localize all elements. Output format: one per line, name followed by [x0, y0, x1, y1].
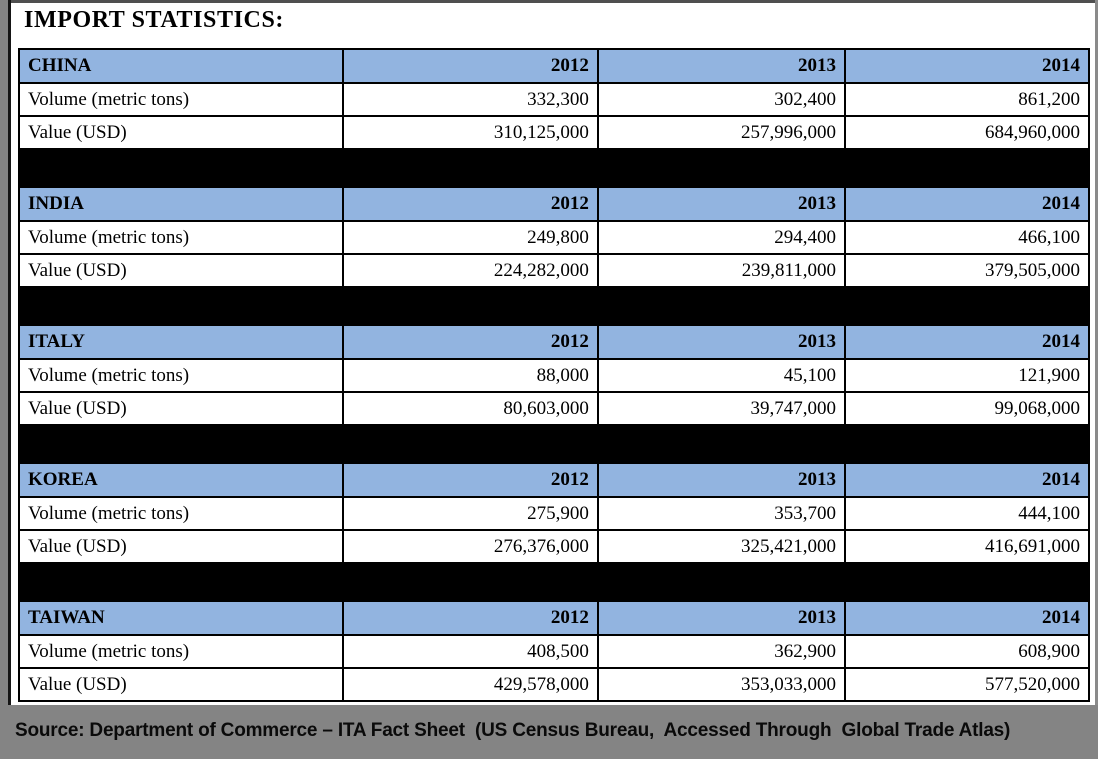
- year-header: 2014: [844, 462, 1090, 498]
- volume-value: 294,400: [596, 220, 847, 255]
- section-separator: [18, 426, 1090, 462]
- value-row: Value (USD) 310,125,000 257,996,000 684,960…: [17, 115, 1090, 150]
- page-left-border: [8, 0, 11, 705]
- page-left-margin: [0, 0, 8, 759]
- value-row: Value (USD) 276,376,000 325,421,000 416,691…: [17, 529, 1090, 564]
- page-right-border: [1095, 0, 1098, 759]
- year-header: 2014: [844, 324, 1090, 360]
- country-name: TAIWAN: [17, 600, 345, 636]
- volume-value: 45,100: [596, 358, 847, 393]
- value-row-label: Value (USD): [17, 253, 345, 288]
- value-value: 429,578,000: [342, 667, 599, 702]
- volume-row: Volume (metric tons) 249,800 294,400 466,10…: [17, 220, 1090, 255]
- year-header: 2012: [342, 186, 599, 222]
- table-header-row: ITALY 2012 2013 2014: [17, 324, 1090, 360]
- country-name: KOREA: [17, 462, 345, 498]
- import-tables: CHINA 2012 2013 2014 Volume (metric tons) 332…: [17, 48, 1090, 702]
- volume-row-label: Volume (metric tons): [17, 496, 345, 531]
- year-header: 2012: [342, 600, 599, 636]
- volume-value: 88,000: [342, 358, 599, 393]
- year-header: 2014: [844, 48, 1090, 84]
- value-value: 325,421,000: [596, 529, 847, 564]
- volume-row: Volume (metric tons) 408,500 362,900 608,90…: [17, 634, 1090, 669]
- value-value: 310,125,000: [342, 115, 599, 150]
- year-header: 2013: [596, 48, 847, 84]
- volume-value: 444,100: [844, 496, 1090, 531]
- year-header: 2014: [844, 600, 1090, 636]
- table-header-row: KOREA 2012 2013 2014: [17, 462, 1090, 498]
- value-value: 239,811,000: [596, 253, 847, 288]
- volume-row-label: Volume (metric tons): [17, 358, 345, 393]
- year-header: 2013: [596, 600, 847, 636]
- value-row: Value (USD) 80,603,000 39,747,000 99,068,00…: [17, 391, 1090, 426]
- year-header: 2013: [596, 186, 847, 222]
- table-header-row: TAIWAN 2012 2013 2014: [17, 600, 1090, 636]
- source-footer-band: Source: Department of Commerce – ITA Fac…: [0, 705, 1098, 759]
- value-value: 684,960,000: [844, 115, 1090, 150]
- section-separator: [18, 564, 1090, 600]
- page-top-border: [8, 0, 1098, 3]
- value-value: 80,603,000: [342, 391, 599, 426]
- country-name: INDIA: [17, 186, 345, 222]
- country-table-china: CHINA 2012 2013 2014 Volume (metric tons) 332…: [17, 48, 1090, 150]
- value-row-label: Value (USD): [17, 529, 345, 564]
- value-row: Value (USD) 224,282,000 239,811,000 379,505…: [17, 253, 1090, 288]
- year-header: 2012: [342, 324, 599, 360]
- value-value: 416,691,000: [844, 529, 1090, 564]
- value-value: 276,376,000: [342, 529, 599, 564]
- volume-value: 249,800: [342, 220, 599, 255]
- volume-value: 275,900: [342, 496, 599, 531]
- country-table-italy: ITALY 2012 2013 2014 Volume (metric tons) 88,…: [17, 324, 1090, 426]
- value-value: 379,505,000: [844, 253, 1090, 288]
- volume-value: 332,300: [342, 82, 599, 117]
- volume-row: Volume (metric tons) 332,300 302,400 861,20…: [17, 82, 1090, 117]
- volume-value: 302,400: [596, 82, 847, 117]
- value-value: 353,033,000: [596, 667, 847, 702]
- value-row: Value (USD) 429,578,000 353,033,000 577,520…: [17, 667, 1090, 702]
- value-value: 577,520,000: [844, 667, 1090, 702]
- volume-value: 861,200: [844, 82, 1090, 117]
- volume-value: 466,100: [844, 220, 1090, 255]
- volume-row: Volume (metric tons) 275,900 353,700 444,10…: [17, 496, 1090, 531]
- volume-row-label: Volume (metric tons): [17, 634, 345, 669]
- source-text: Source: Department of Commerce – ITA Fac…: [15, 720, 1011, 741]
- volume-value: 121,900: [844, 358, 1090, 393]
- value-row-label: Value (USD): [17, 667, 345, 702]
- volume-row: Volume (metric tons) 88,000 45,100 121,900: [17, 358, 1090, 393]
- volume-row-label: Volume (metric tons): [17, 82, 345, 117]
- value-row-label: Value (USD): [17, 115, 345, 150]
- value-value: 224,282,000: [342, 253, 599, 288]
- country-table-india: INDIA 2012 2013 2014 Volume (metric tons) 249…: [17, 186, 1090, 288]
- year-header: 2013: [596, 462, 847, 498]
- page-title: IMPORT STATISTICS:: [24, 7, 285, 33]
- value-value: 99,068,000: [844, 391, 1090, 426]
- value-row-label: Value (USD): [17, 391, 345, 426]
- country-table-taiwan: TAIWAN 2012 2013 2014 Volume (metric tons) 40…: [17, 600, 1090, 702]
- country-table-korea: KOREA 2012 2013 2014 Volume (metric tons) 275…: [17, 462, 1090, 564]
- year-header: 2013: [596, 324, 847, 360]
- year-header: 2014: [844, 186, 1090, 222]
- country-name: CHINA: [17, 48, 345, 84]
- table-header-row: CHINA 2012 2013 2014: [17, 48, 1090, 84]
- table-header-row: INDIA 2012 2013 2014: [17, 186, 1090, 222]
- year-header: 2012: [342, 48, 599, 84]
- value-value: 257,996,000: [596, 115, 847, 150]
- section-separator: [18, 288, 1090, 324]
- volume-value: 608,900: [844, 634, 1090, 669]
- volume-value: 362,900: [596, 634, 847, 669]
- volume-row-label: Volume (metric tons): [17, 220, 345, 255]
- year-header: 2012: [342, 462, 599, 498]
- section-separator: [18, 150, 1090, 186]
- country-name: ITALY: [17, 324, 345, 360]
- value-value: 39,747,000: [596, 391, 847, 426]
- volume-value: 408,500: [342, 634, 599, 669]
- volume-value: 353,700: [596, 496, 847, 531]
